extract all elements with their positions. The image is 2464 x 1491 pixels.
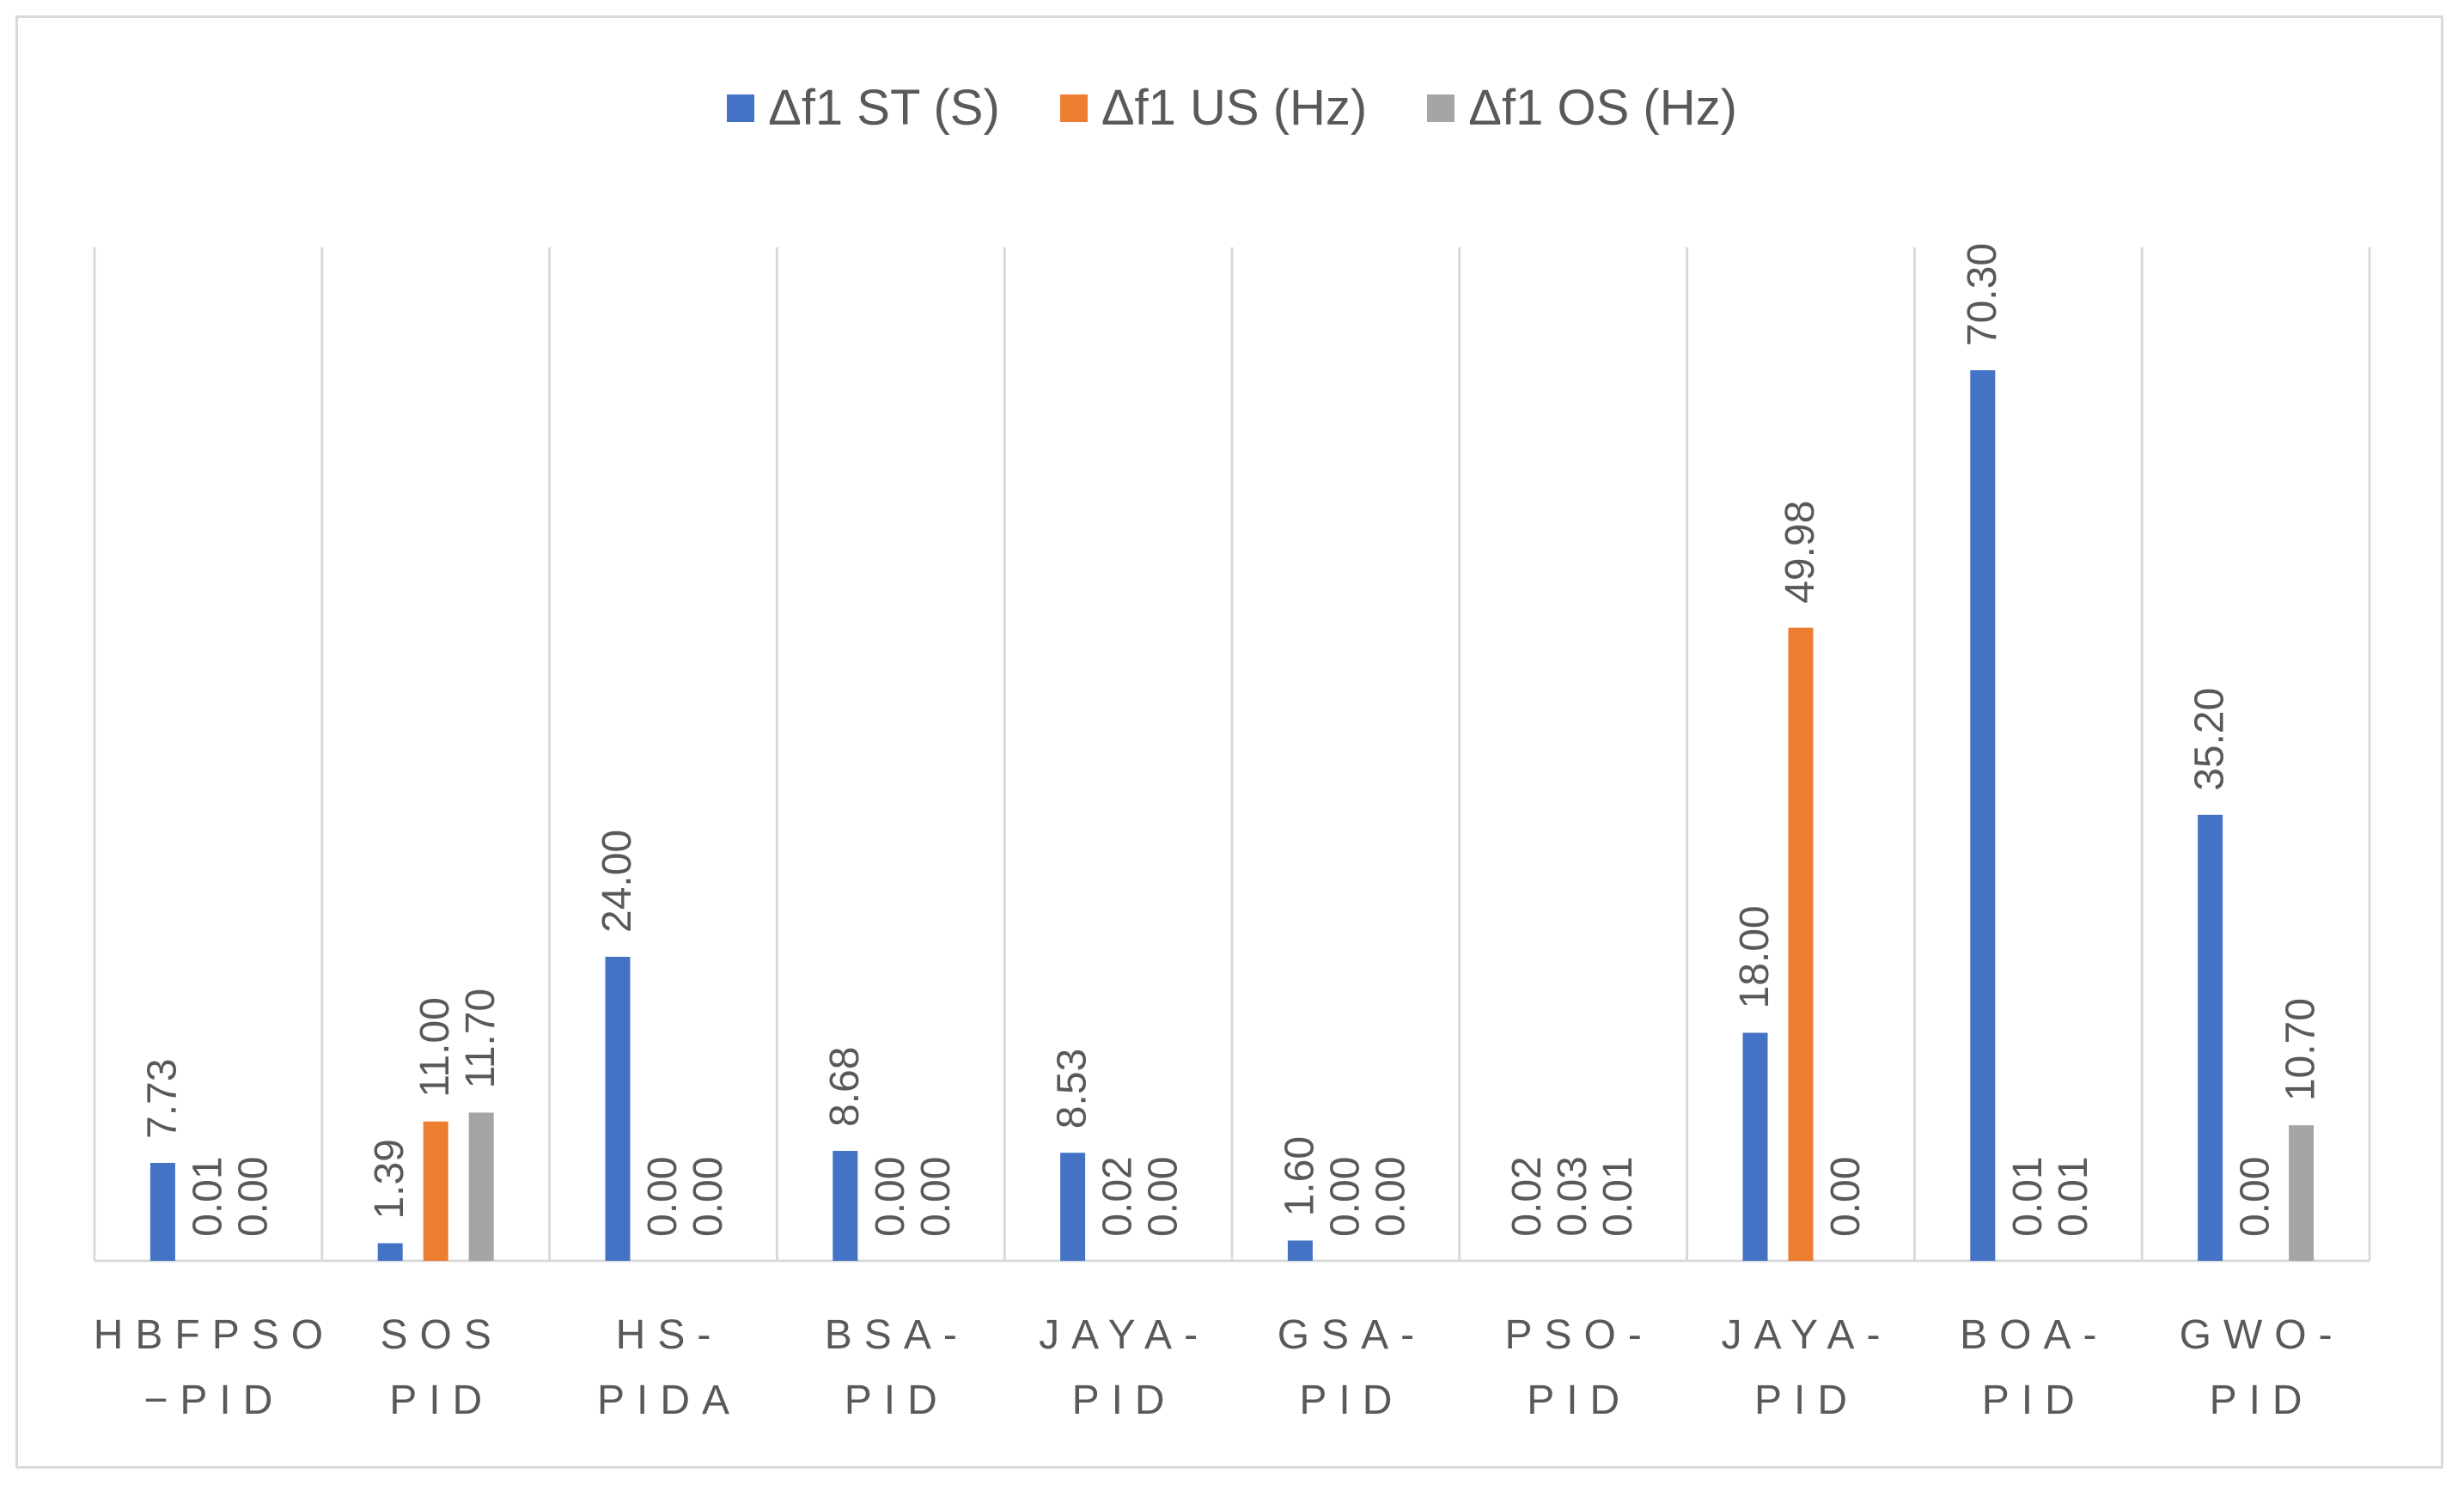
data-label: 0.01: [2051, 1156, 2096, 1236]
bar: [1742, 1032, 1768, 1261]
x-tick-label: PIDA: [597, 1378, 741, 1423]
bar: [2198, 814, 2223, 1261]
data-label: 35.20: [2187, 688, 2233, 791]
x-tick-label: PID: [1299, 1378, 1404, 1423]
bar: [605, 957, 631, 1261]
x-tick-label: PID: [1754, 1378, 1859, 1423]
data-label: 8.53: [1050, 1049, 1095, 1129]
data-label: 49.98: [1778, 501, 1823, 604]
legend-item-os: Δf1 OS (Hz): [1427, 79, 1737, 137]
data-label: 0.00: [1322, 1157, 1368, 1237]
bar: [377, 1243, 403, 1261]
x-tick-label: JAYA-: [1039, 1312, 1210, 1358]
data-label: 0.01: [1595, 1156, 1641, 1236]
x-tick-label: PID: [845, 1378, 949, 1423]
data-label: 0.01: [185, 1156, 230, 1236]
data-label: 18.00: [1732, 905, 1778, 1008]
x-tick-label: BSA-: [825, 1312, 969, 1358]
x-tick-label: PSO-: [1505, 1312, 1654, 1358]
x-tick-label: HBFPSO: [94, 1312, 335, 1358]
x-tick-label: −PID: [143, 1378, 284, 1423]
bar: [1287, 1240, 1313, 1261]
x-tick-label: BOA-: [1960, 1312, 2108, 1358]
data-label: 0.00: [913, 1157, 959, 1237]
bar: [149, 1162, 175, 1261]
x-tick-label: HS-: [616, 1312, 723, 1358]
bar: [468, 1112, 494, 1261]
legend: Δf1 ST (S) Δf1 US (Hz) Δf1 OS (Hz): [0, 79, 2464, 137]
data-label: 0.00: [2233, 1157, 2278, 1237]
data-label: 11.70: [458, 989, 503, 1089]
data-label: 1.60: [1277, 1136, 1322, 1216]
data-label: 0.00: [1368, 1157, 1413, 1237]
bar: [1788, 627, 1814, 1261]
data-label: 0.02: [1095, 1156, 1141, 1236]
x-tick-label: PID: [1982, 1378, 2087, 1423]
data-label: 8.68: [822, 1047, 868, 1127]
data-label: 0.00: [686, 1157, 731, 1237]
legend-label-us: Δf1 US (Hz): [1101, 80, 1368, 136]
data-label: 7.73: [139, 1059, 185, 1139]
data-label: 0.01: [2005, 1156, 2051, 1236]
legend-item-us: Δf1 US (Hz): [1059, 79, 1368, 137]
chart-frame: [15, 15, 2443, 1469]
x-tick-label: GSA-: [1278, 1312, 1426, 1358]
data-label: 0.02: [1504, 1156, 1550, 1236]
x-tick-label: PID: [389, 1378, 494, 1423]
legend-swatch-us: [1059, 94, 1088, 122]
data-label: 0.00: [230, 1157, 276, 1237]
bar: [2289, 1125, 2315, 1261]
data-label: 0.00: [1141, 1157, 1186, 1237]
legend-item-st: Δf1 ST (S): [727, 79, 1000, 137]
x-tick-label: SOS: [381, 1312, 503, 1358]
data-label: 0.00: [1823, 1157, 1869, 1237]
data-label: 24.00: [595, 830, 640, 933]
data-label: 0.03: [1550, 1156, 1595, 1236]
bar: [833, 1150, 858, 1261]
data-label: 70.30: [1960, 243, 2005, 346]
legend-label-st: Δf1 ST (S): [768, 80, 1000, 136]
legend-swatch-st: [727, 94, 755, 122]
x-tick-label: GWO-: [2180, 1312, 2345, 1358]
x-tick-label: PID: [1072, 1378, 1177, 1423]
data-label: 0.00: [640, 1157, 686, 1237]
x-tick-label: JAYA-: [1722, 1312, 1893, 1358]
legend-label-os: Δf1 OS (Hz): [1468, 80, 1737, 136]
data-label: 0.00: [868, 1157, 913, 1237]
bar: [423, 1121, 448, 1261]
bar: [1970, 370, 1996, 1262]
data-label: 11.00: [412, 997, 458, 1098]
legend-swatch-os: [1427, 94, 1455, 122]
data-label: 1.39: [367, 1139, 412, 1219]
data-label: 10.70: [2278, 998, 2324, 1101]
x-tick-label: PID: [2210, 1378, 2315, 1423]
x-tick-label: PID: [1527, 1378, 1631, 1423]
bar: [1060, 1153, 1086, 1261]
